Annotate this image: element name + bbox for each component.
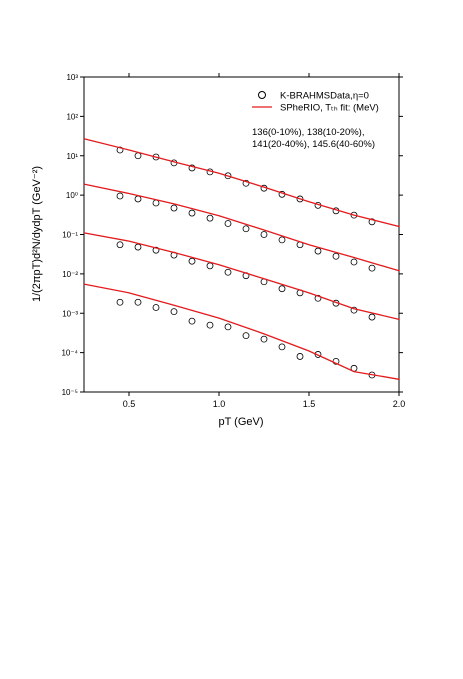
legend-label: K-BRAHMSData,η=0 bbox=[280, 91, 369, 102]
x-axis-label: pT (GeV) bbox=[218, 416, 263, 428]
x-tick-label: 1.5 bbox=[303, 399, 316, 409]
data-point bbox=[134, 298, 142, 306]
y-tick-label: 10¹ bbox=[66, 152, 78, 161]
data-point bbox=[224, 172, 232, 180]
data-point bbox=[206, 214, 214, 222]
data-point bbox=[260, 231, 268, 238]
data-point bbox=[188, 209, 196, 217]
y-axis-label: 1/(2πpT)d²N/dydpT (GeV⁻²) bbox=[31, 166, 43, 302]
data-point bbox=[116, 146, 124, 154]
annotation: 141(20-40%), 145.6(40-60%) bbox=[252, 139, 375, 150]
data-point bbox=[368, 313, 376, 321]
data-point bbox=[332, 252, 340, 260]
y-tick-label: 10⁻⁴ bbox=[61, 349, 78, 358]
y-tick-label: 10⁻⁵ bbox=[62, 388, 78, 397]
y-tick-label: 10⁻¹ bbox=[62, 231, 78, 240]
x-tick-label: 2.0 bbox=[393, 399, 406, 409]
data-point bbox=[242, 332, 250, 340]
y-tick-label: 10³ bbox=[66, 73, 78, 82]
data-point bbox=[188, 317, 196, 325]
data-point bbox=[260, 335, 268, 343]
data-point bbox=[188, 164, 196, 172]
model-curve bbox=[83, 138, 400, 228]
data-point bbox=[296, 195, 304, 203]
legend-symbol bbox=[258, 91, 266, 99]
y-tick-label: 10² bbox=[66, 112, 78, 121]
data-point bbox=[116, 241, 124, 249]
data-point bbox=[314, 294, 322, 302]
data-point bbox=[242, 225, 250, 233]
data-point bbox=[170, 308, 178, 316]
data-point bbox=[314, 247, 322, 255]
data-point bbox=[152, 246, 160, 254]
data-point bbox=[152, 304, 160, 311]
data-point bbox=[134, 243, 142, 251]
y-tick-label: 10⁻³ bbox=[62, 309, 78, 318]
data-point bbox=[224, 268, 232, 276]
data-point bbox=[206, 321, 214, 329]
x-tick-label: 1.0 bbox=[213, 399, 226, 409]
data-point bbox=[368, 264, 376, 272]
data-point bbox=[278, 343, 286, 351]
data-point bbox=[242, 179, 250, 187]
model-curve bbox=[83, 232, 400, 320]
model-curve bbox=[83, 283, 400, 380]
legend-label: SPheRIO, Tₜₕ fit: (MeV) bbox=[280, 103, 379, 114]
y-tick-label: 10⁻² bbox=[62, 270, 78, 279]
model-curve bbox=[83, 183, 400, 272]
data-point bbox=[170, 204, 178, 212]
data-point bbox=[350, 258, 358, 266]
data-point bbox=[278, 236, 286, 244]
x-tick-label: 0.5 bbox=[123, 399, 136, 409]
data-point bbox=[350, 211, 358, 219]
data-point bbox=[116, 192, 124, 200]
y-tick-label: 10⁰ bbox=[66, 191, 78, 200]
data-point bbox=[188, 257, 196, 265]
data-point bbox=[116, 298, 124, 306]
annotation: 136(0-10%), 138(10-20%), bbox=[252, 127, 364, 138]
data-point bbox=[368, 218, 376, 226]
data-point bbox=[278, 285, 286, 293]
data-point bbox=[224, 323, 232, 331]
data-point bbox=[296, 353, 304, 360]
data-point bbox=[224, 220, 232, 227]
